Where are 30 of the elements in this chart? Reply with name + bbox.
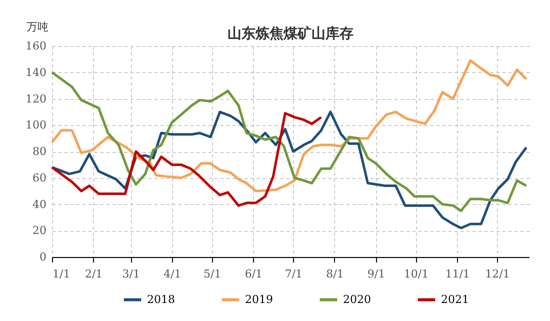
y-axis-title: 万吨 [26, 20, 48, 34]
x-tick-label: 7/1 [284, 268, 303, 280]
y-tick-label: 160 [26, 40, 46, 52]
line-series [50, 71, 528, 212]
line-series [50, 112, 322, 207]
x-tick-label: 6/1 [244, 268, 263, 280]
legend-label: 2019 [245, 292, 273, 306]
x-tick-label: 2/1 [84, 268, 103, 280]
y-tick-label: 120 [26, 92, 46, 106]
x-tick-label: 9/1 [367, 268, 386, 280]
legend-label: 2018 [147, 292, 175, 306]
y-tick-label: 80 [32, 145, 46, 158]
legend-label: 2021 [441, 292, 469, 306]
chart-title: 山东炼焦煤矿山库存 [228, 25, 354, 42]
x-tick-label: 10/1 [404, 268, 429, 280]
y-tick-label: 20 [32, 224, 46, 238]
legend-label: 2020 [343, 292, 371, 306]
x-tick-label: 3/1 [122, 268, 140, 280]
line-series [50, 59, 528, 192]
x-tick-label: 4/1 [164, 268, 182, 280]
y-tick-label: 140 [26, 66, 46, 79]
x-tick-label: 11/1 [445, 268, 470, 280]
x-tick-label: 8/1 [326, 268, 344, 280]
y-tick-label: 0 [40, 250, 46, 264]
y-tick-label: 100 [26, 118, 46, 132]
y-tick-label: 60 [32, 171, 46, 184]
x-tick-label: 12/1 [485, 268, 510, 280]
x-tick-label: 5/1 [204, 268, 222, 280]
y-tick-label: 40 [32, 198, 46, 211]
x-tick-label: 1/1 [52, 268, 70, 280]
